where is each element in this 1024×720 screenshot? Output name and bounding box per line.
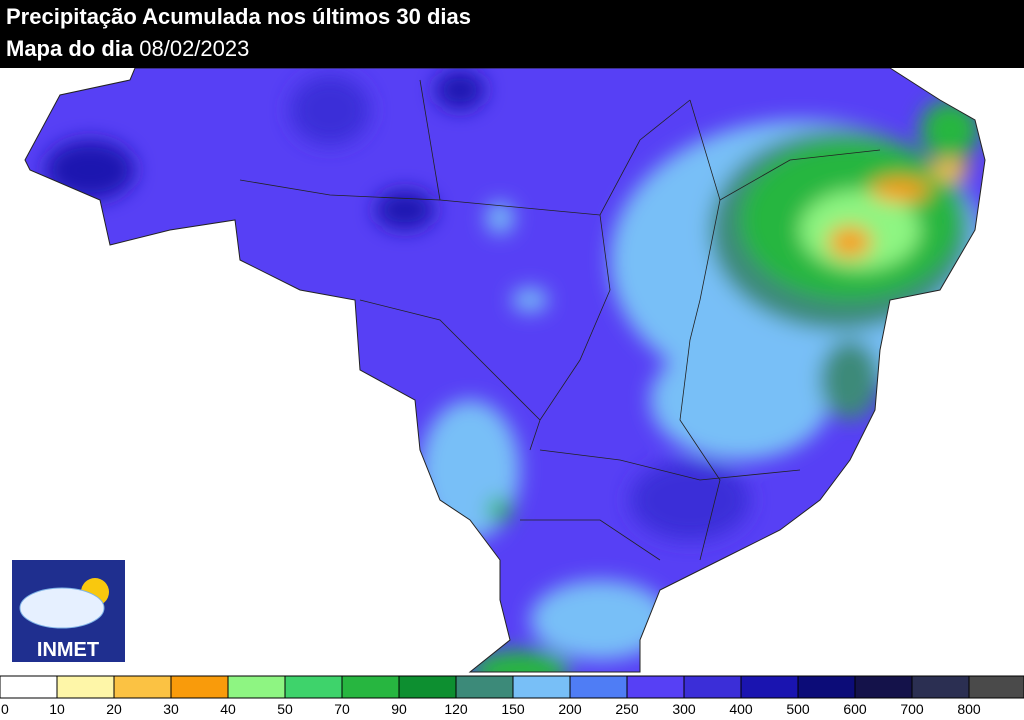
subtitle: Mapa do dia 08/02/2023 xyxy=(6,36,249,62)
legend-label: 400 xyxy=(729,701,753,717)
header: Precipitação Acumulada nos últimos 30 di… xyxy=(0,0,1024,68)
legend-swatch xyxy=(740,675,799,699)
legend-swatch xyxy=(284,675,343,699)
date: 08/02/2023 xyxy=(139,36,250,61)
legend-swatch xyxy=(968,675,1024,699)
legend-label: 50 xyxy=(277,701,293,717)
legend-label: 500 xyxy=(786,701,810,717)
legend-label: 800 xyxy=(957,701,981,717)
legend-swatch xyxy=(56,675,115,699)
subtitle-label: Mapa do dia xyxy=(6,36,134,61)
legend-swatch xyxy=(341,675,400,699)
legend-swatch xyxy=(0,675,58,699)
legend-label: 300 xyxy=(672,701,696,717)
legend: 0 10 20 30 40 50 70 90 120 150 200 250 300 400 500 600 7… xyxy=(0,675,1024,717)
legend-label: 250 xyxy=(615,701,639,717)
legend-swatch xyxy=(113,675,172,699)
legend-swatch xyxy=(569,675,628,699)
logo-text: INMET xyxy=(37,639,99,661)
title: Precipitação Acumulada nos últimos 30 di… xyxy=(6,4,471,29)
legend-swatch xyxy=(797,675,856,699)
legend-swatch xyxy=(455,675,514,699)
legend-label: 600 xyxy=(843,701,867,717)
legend-label: 40 xyxy=(220,701,236,717)
legend-swatch xyxy=(911,675,970,699)
legend-label: 150 xyxy=(501,701,525,717)
legend-swatch xyxy=(512,675,571,699)
legend-swatch xyxy=(398,675,457,699)
legend-label: 90 xyxy=(391,701,407,717)
logo-cloud xyxy=(19,587,105,629)
legend-swatch xyxy=(626,675,685,699)
legend-label: 10 xyxy=(49,701,65,717)
legend-label: 700 xyxy=(900,701,924,717)
legend-label: 120 xyxy=(444,701,468,717)
legend-label: 0 xyxy=(1,701,9,717)
legend-label: 20 xyxy=(106,701,122,717)
legend-label: 70 xyxy=(334,701,350,717)
legend-swatch xyxy=(170,675,229,699)
legend-label: 200 xyxy=(558,701,582,717)
legend-label: 30 xyxy=(163,701,179,717)
legend-swatch xyxy=(854,675,913,699)
legend-swatch xyxy=(683,675,742,699)
legend-swatch xyxy=(227,675,286,699)
